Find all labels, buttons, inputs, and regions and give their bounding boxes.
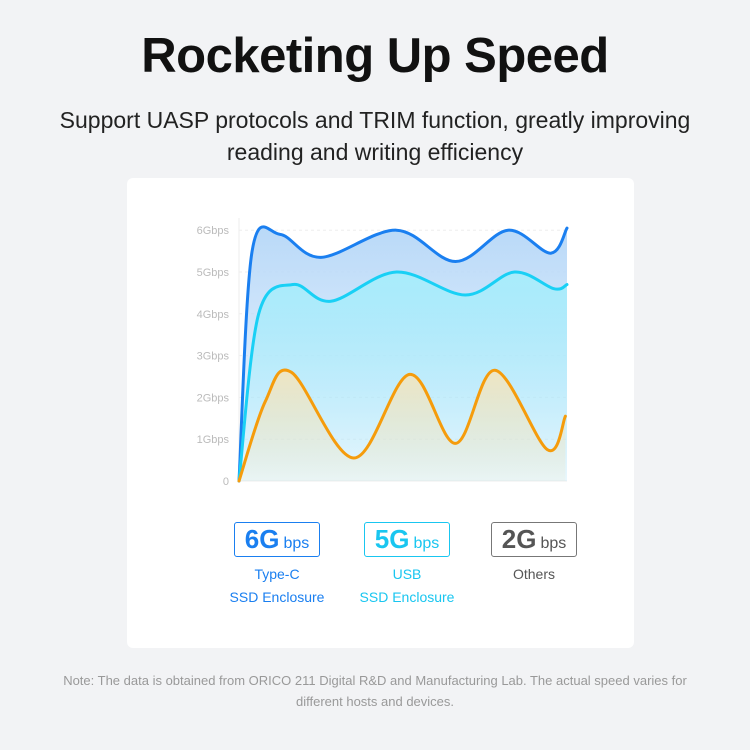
legend-label: SSD Enclosure: [359, 589, 455, 605]
speed-value: 5G: [374, 524, 410, 554]
line-usb: [237, 270, 569, 483]
y-tick-label: 0: [223, 476, 229, 488]
speed-badge: 5G bps: [363, 522, 451, 557]
footnote: Note: The data is obtained from ORICO 21…: [63, 673, 687, 709]
y-tick-label: 4Gbps: [197, 309, 230, 321]
area-others: [239, 369, 566, 481]
chart-card: 0 1Gbps 2Gbps 3Gbps 4Gbps 5Gbps 6Gbps 6G bps Ty…: [127, 178, 634, 648]
subtitle: Support UASP protocols and TRIM function…: [59, 107, 691, 165]
y-tick-label: 5Gbps: [197, 267, 230, 279]
page-title: Rocketing Up Speed: [141, 29, 609, 83]
legend-label: Others: [512, 566, 555, 582]
line-typec: [237, 225, 569, 483]
speed-value: 6G: [244, 524, 280, 554]
legend-typec: 6G bps Type-C SSD Enclosure: [212, 522, 342, 609]
speed-badge: 2G bps: [490, 522, 578, 557]
legend-label: SSD Enclosure: [229, 589, 325, 605]
line-others: [237, 368, 567, 483]
speed-value: 2G: [501, 524, 537, 554]
speed-unit: bps: [413, 535, 440, 552]
y-tick-label: 3Gbps: [197, 351, 230, 363]
legend-usb: 5G bps USB SSD Enclosure: [342, 522, 472, 609]
legend-label: Type-C: [254, 566, 300, 582]
speed-unit: bps: [283, 535, 310, 552]
speed-unit: bps: [540, 535, 567, 552]
legend-label: USB: [392, 566, 422, 582]
y-tick-label: 2Gbps: [197, 392, 230, 404]
speed-badge: 6G bps: [233, 522, 321, 557]
speed-chart: 0 1Gbps 2Gbps 3Gbps 4Gbps 5Gbps 6Gbps: [197, 218, 569, 488]
y-tick-label: 6Gbps: [197, 225, 230, 237]
legend-others: 2G bps Others: [469, 522, 599, 586]
y-tick-label: 1Gbps: [197, 434, 230, 446]
